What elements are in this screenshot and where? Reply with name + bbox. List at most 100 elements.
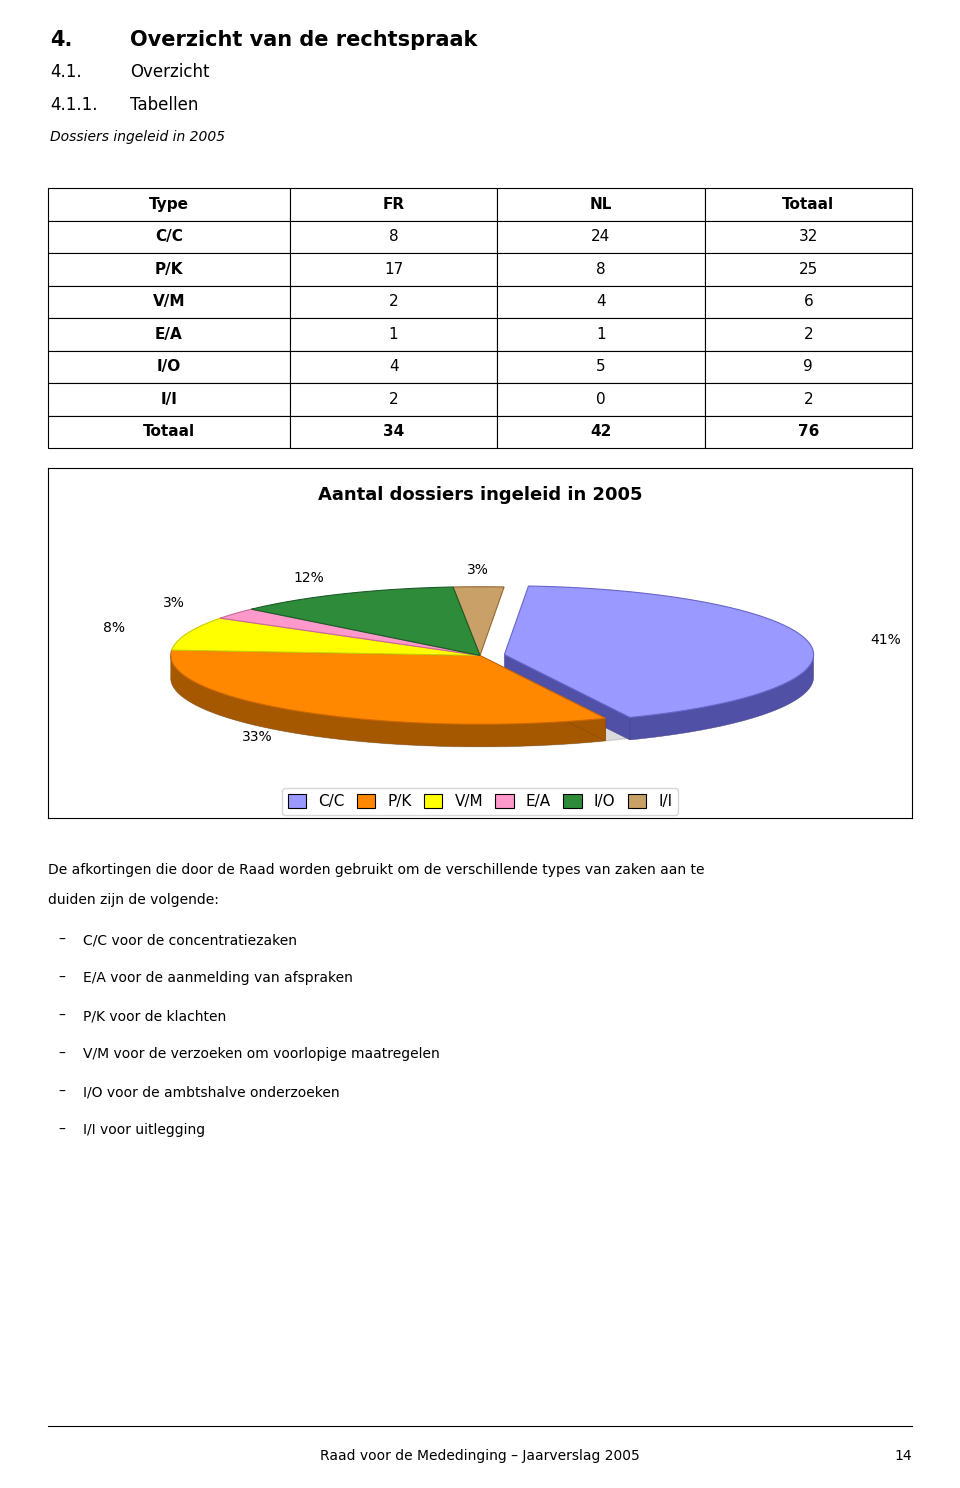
- Polygon shape: [172, 618, 480, 656]
- Text: C/C voor de concentratiezaken: C/C voor de concentratiezaken: [83, 933, 297, 946]
- Polygon shape: [171, 679, 789, 747]
- Text: 17: 17: [384, 262, 403, 277]
- Text: 3%: 3%: [468, 562, 490, 576]
- Bar: [48, 351, 290, 382]
- Polygon shape: [504, 586, 814, 717]
- Text: De afkortingen die door de Raad worden gebruikt om de verschillende types van za: De afkortingen die door de Raad worden g…: [48, 863, 705, 876]
- Bar: [705, 318, 912, 351]
- Bar: [48, 318, 290, 351]
- Bar: [290, 253, 497, 286]
- Text: –: –: [58, 1123, 65, 1137]
- Text: –: –: [58, 933, 65, 946]
- Bar: [497, 187, 705, 220]
- Text: 3%: 3%: [163, 597, 185, 610]
- Text: FR: FR: [382, 196, 405, 211]
- Bar: [705, 187, 912, 220]
- Text: 76: 76: [798, 424, 819, 439]
- Bar: [48, 253, 290, 286]
- Polygon shape: [221, 609, 480, 656]
- Bar: [497, 318, 705, 351]
- Bar: [48, 382, 290, 415]
- Text: –: –: [58, 1085, 65, 1100]
- Bar: [497, 415, 705, 448]
- Text: 4: 4: [389, 359, 398, 375]
- Text: Overzicht: Overzicht: [130, 62, 209, 80]
- Text: 4: 4: [596, 295, 606, 310]
- Polygon shape: [252, 586, 480, 656]
- Polygon shape: [171, 656, 606, 747]
- Legend: C/C, P/K, V/M, E/A, I/O, I/I: C/C, P/K, V/M, E/A, I/O, I/I: [281, 789, 679, 815]
- Text: 2: 2: [804, 391, 813, 406]
- Text: 12%: 12%: [293, 571, 324, 585]
- Text: 4.1.: 4.1.: [50, 62, 82, 80]
- Text: 33%: 33%: [242, 731, 272, 744]
- Text: 2: 2: [389, 295, 398, 310]
- Text: 0: 0: [596, 391, 606, 406]
- Bar: [48, 286, 290, 318]
- Text: C/C: C/C: [155, 229, 183, 244]
- Text: Dossiers ingeleid in 2005: Dossiers ingeleid in 2005: [50, 129, 226, 144]
- Text: 4.: 4.: [50, 30, 72, 51]
- Text: 32: 32: [799, 229, 818, 244]
- Text: 34: 34: [383, 424, 404, 439]
- Text: 1: 1: [389, 327, 398, 342]
- Bar: [290, 351, 497, 382]
- Text: P/K: P/K: [155, 262, 183, 277]
- Text: V/M: V/M: [153, 295, 185, 310]
- Text: 25: 25: [799, 262, 818, 277]
- Text: I/I: I/I: [160, 391, 178, 406]
- Bar: [290, 415, 497, 448]
- Text: –: –: [58, 972, 65, 985]
- Text: –: –: [58, 1048, 65, 1061]
- Bar: [48, 220, 290, 253]
- Bar: [48, 415, 290, 448]
- Text: 8: 8: [389, 229, 398, 244]
- Text: I/O voor de ambtshalve onderzoeken: I/O voor de ambtshalve onderzoeken: [83, 1085, 340, 1100]
- Bar: [705, 382, 912, 415]
- Text: E/A: E/A: [156, 327, 182, 342]
- Text: Raad voor de Mededinging – Jaarverslag 2005: Raad voor de Mededinging – Jaarverslag 2…: [320, 1449, 640, 1463]
- Text: 8: 8: [596, 262, 606, 277]
- Text: –: –: [58, 1009, 65, 1024]
- Text: Aantal dossiers ingeleid in 2005: Aantal dossiers ingeleid in 2005: [318, 487, 642, 504]
- Bar: [705, 220, 912, 253]
- Text: 5: 5: [596, 359, 606, 375]
- Text: 24: 24: [591, 229, 611, 244]
- Bar: [290, 286, 497, 318]
- Text: Totaal: Totaal: [143, 424, 195, 439]
- Text: duiden zijn de volgende:: duiden zijn de volgende:: [48, 893, 219, 908]
- Polygon shape: [504, 655, 630, 740]
- Text: 2: 2: [389, 391, 398, 406]
- Text: Totaal: Totaal: [782, 196, 834, 211]
- Polygon shape: [630, 656, 813, 740]
- Text: 41%: 41%: [870, 632, 900, 647]
- Text: Tabellen: Tabellen: [130, 97, 199, 115]
- Bar: [497, 351, 705, 382]
- Bar: [705, 253, 912, 286]
- Bar: [497, 220, 705, 253]
- Polygon shape: [171, 650, 606, 725]
- Text: 6: 6: [804, 295, 813, 310]
- Text: 2: 2: [804, 327, 813, 342]
- Text: P/K voor de klachten: P/K voor de klachten: [83, 1009, 227, 1024]
- Bar: [290, 318, 497, 351]
- Polygon shape: [453, 586, 504, 656]
- Bar: [705, 415, 912, 448]
- Bar: [497, 286, 705, 318]
- Text: Overzicht van de rechtspraak: Overzicht van de rechtspraak: [130, 30, 477, 51]
- Bar: [290, 187, 497, 220]
- Bar: [497, 253, 705, 286]
- Bar: [290, 382, 497, 415]
- Text: 8%: 8%: [103, 620, 125, 635]
- Text: 1: 1: [596, 327, 606, 342]
- Bar: [290, 220, 497, 253]
- Text: E/A voor de aanmelding van afspraken: E/A voor de aanmelding van afspraken: [83, 972, 353, 985]
- Text: 14: 14: [895, 1449, 912, 1463]
- Text: 9: 9: [804, 359, 813, 375]
- Text: Type: Type: [149, 196, 189, 211]
- Text: I/I voor uitlegging: I/I voor uitlegging: [83, 1123, 205, 1137]
- Bar: [497, 382, 705, 415]
- Polygon shape: [480, 656, 606, 741]
- Text: NL: NL: [589, 196, 612, 211]
- Text: V/M voor de verzoeken om voorlopige maatregelen: V/M voor de verzoeken om voorlopige maat…: [83, 1048, 440, 1061]
